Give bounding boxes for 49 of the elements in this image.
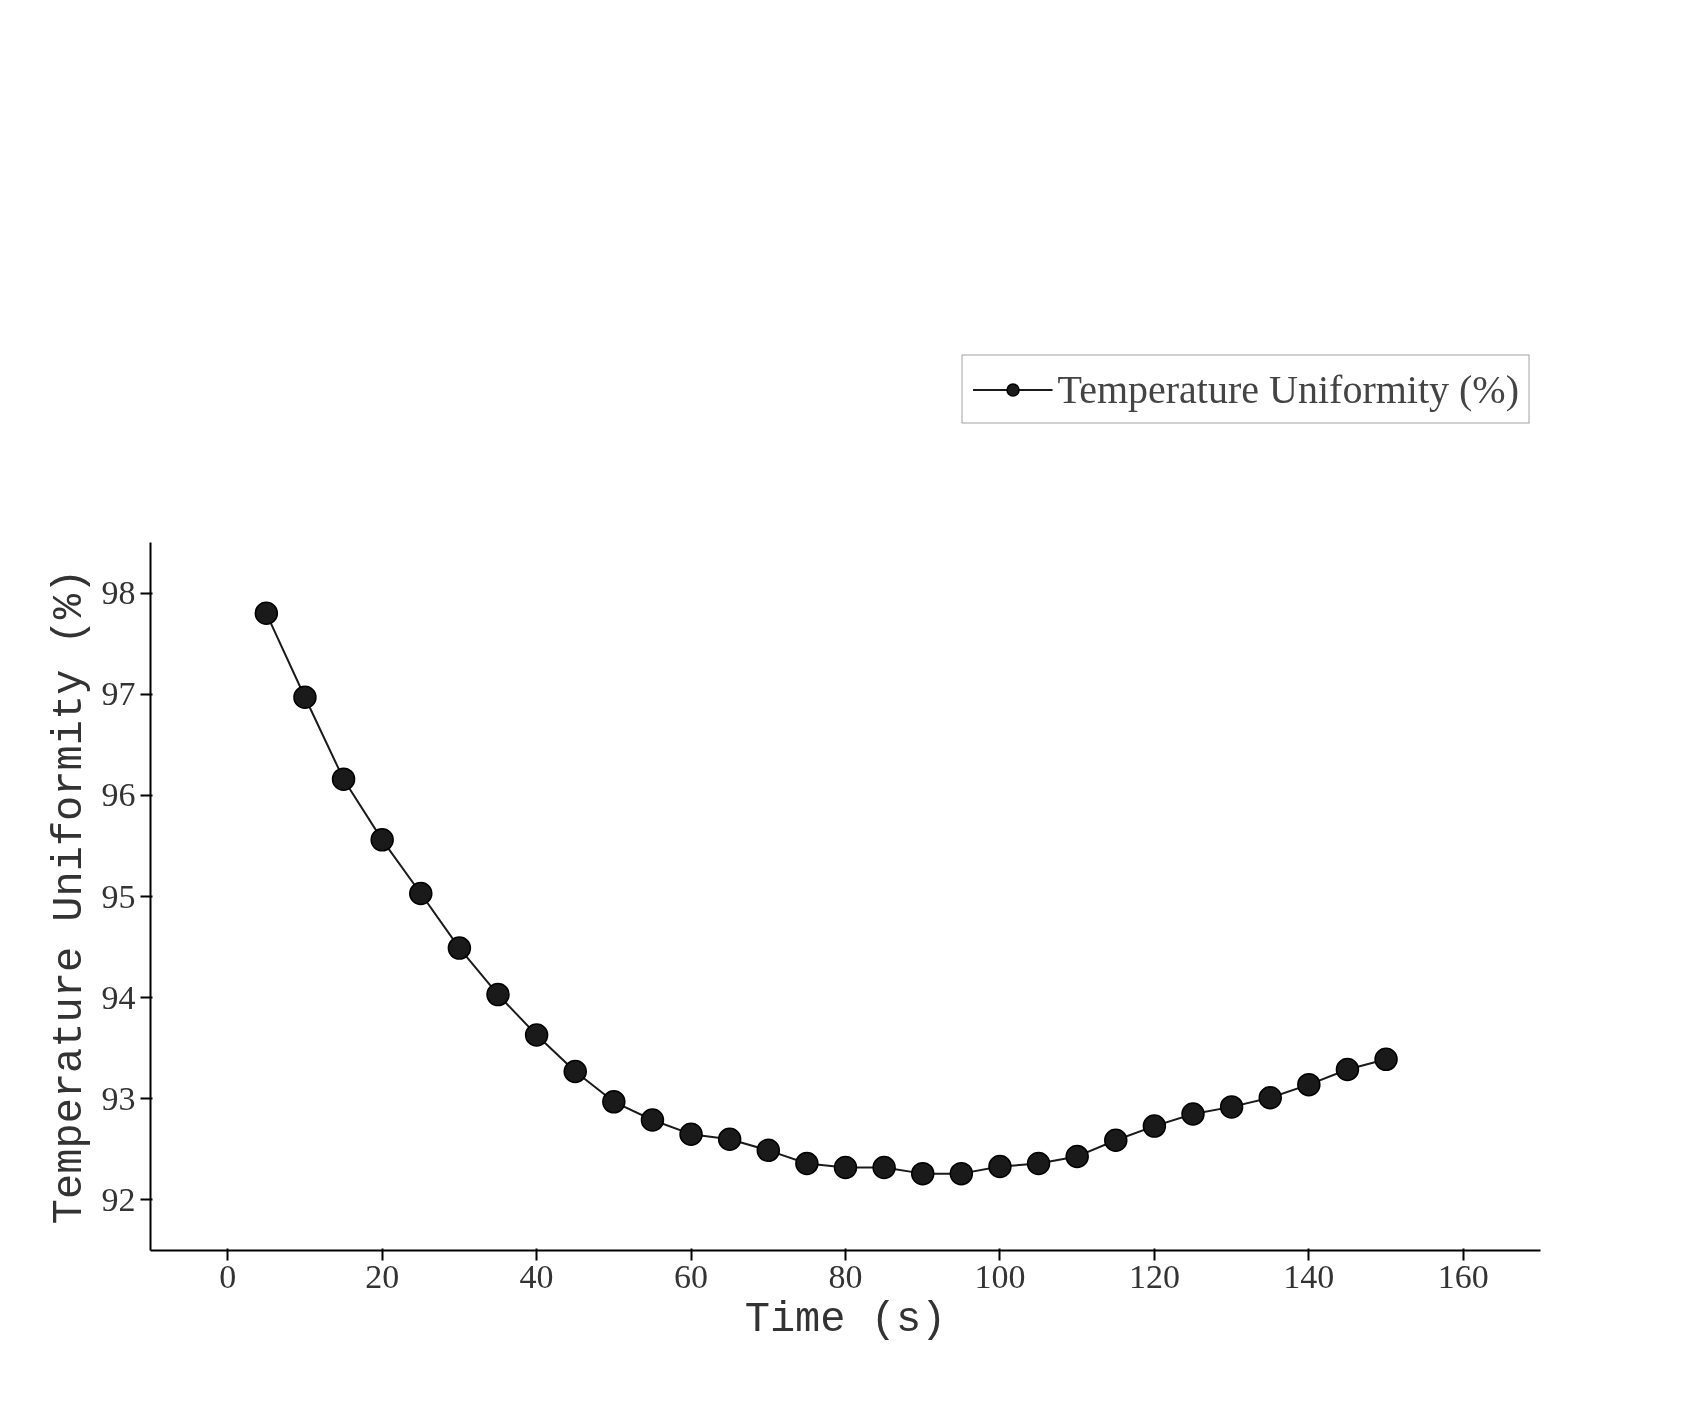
point bbox=[795, 1151, 819, 1176]
point bbox=[563, 1059, 587, 1084]
point bbox=[872, 1155, 896, 1180]
point bbox=[293, 685, 317, 709]
point bbox=[910, 1161, 935, 1186]
point bbox=[988, 1154, 1012, 1179]
point bbox=[1219, 1095, 1244, 1119]
point bbox=[1181, 1102, 1205, 1126]
x-tick-label: 120 bbox=[1128, 1257, 1180, 1295]
legend-label: Temperature Uniformity (%) bbox=[1057, 365, 1519, 413]
point bbox=[756, 1138, 781, 1163]
point bbox=[370, 828, 394, 852]
y-tick-label: 94 bbox=[101, 978, 136, 1016]
x-axis-title: Time (s) bbox=[744, 1295, 947, 1344]
point bbox=[1335, 1057, 1360, 1082]
x-tick-label: 0 bbox=[219, 1257, 237, 1295]
point bbox=[486, 982, 510, 1007]
x-tick-label: 40 bbox=[519, 1257, 554, 1295]
x-tick-label: 140 bbox=[1283, 1257, 1335, 1295]
x-tick-label: 60 bbox=[674, 1257, 709, 1295]
point bbox=[254, 601, 279, 626]
y-tick-label: 97 bbox=[101, 675, 136, 713]
point bbox=[331, 767, 356, 791]
point bbox=[833, 1155, 858, 1180]
point bbox=[1104, 1128, 1128, 1152]
y-axis-title: Temperature Uniformity (%) bbox=[45, 568, 94, 1225]
x-tick-label: 80 bbox=[828, 1257, 863, 1295]
point bbox=[679, 1122, 703, 1146]
point bbox=[409, 881, 433, 906]
point bbox=[1142, 1114, 1167, 1138]
point bbox=[1065, 1144, 1089, 1169]
point bbox=[602, 1090, 626, 1114]
point bbox=[640, 1108, 665, 1132]
point bbox=[447, 936, 472, 960]
y-tick-label: 92 bbox=[101, 1180, 136, 1218]
y-tick-label: 98 bbox=[101, 574, 136, 612]
y-tick-label: 96 bbox=[101, 776, 136, 814]
point bbox=[524, 1023, 549, 1047]
point bbox=[1374, 1047, 1398, 1072]
point bbox=[1297, 1072, 1321, 1097]
x-tick-label: 20 bbox=[365, 1257, 400, 1295]
x-tick-label: 100 bbox=[974, 1257, 1026, 1295]
y-tick-label: 95 bbox=[101, 877, 136, 915]
point bbox=[1258, 1086, 1282, 1110]
y-tick-label: 93 bbox=[101, 1079, 136, 1117]
point bbox=[1026, 1151, 1051, 1176]
x-tick-label: 160 bbox=[1437, 1257, 1489, 1295]
point bbox=[717, 1127, 742, 1151]
point bbox=[949, 1161, 974, 1186]
